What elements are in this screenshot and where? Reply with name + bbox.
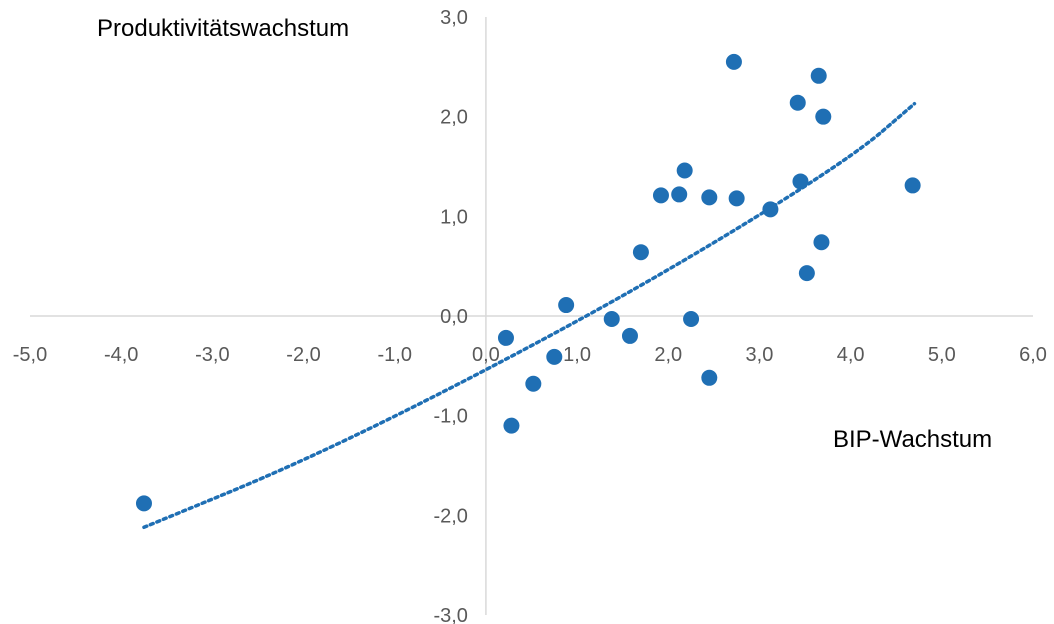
trendline-group bbox=[142, 101, 917, 530]
y-tick-labels: -3,0 -2,0 -1,0 0,0 1,0 2,0 3,0 bbox=[433, 7, 467, 624]
x-tick-label: 6,0 bbox=[1019, 344, 1047, 366]
x-tick-label: -3,0 bbox=[195, 344, 229, 366]
y-axis-title: Produktivitätswachstum bbox=[97, 15, 349, 42]
x-tick-label: 2,0 bbox=[654, 344, 682, 366]
data-point bbox=[503, 417, 520, 434]
data-point bbox=[525, 375, 542, 392]
x-tick-label: -5,0 bbox=[13, 344, 47, 366]
y-tick-label: 0,0 bbox=[440, 306, 468, 328]
x-tick-label: -4,0 bbox=[104, 344, 138, 366]
data-point bbox=[558, 297, 575, 314]
data-points bbox=[135, 53, 921, 512]
x-tick-label: 0,0 bbox=[472, 344, 500, 366]
data-point bbox=[497, 329, 514, 346]
data-point bbox=[810, 67, 827, 84]
y-tick-label: -2,0 bbox=[433, 505, 467, 527]
data-point bbox=[652, 187, 669, 204]
data-point bbox=[815, 108, 832, 125]
x-tick-label: 3,0 bbox=[746, 344, 774, 366]
data-point bbox=[789, 94, 806, 111]
x-tick-label: 4,0 bbox=[837, 344, 865, 366]
data-point bbox=[676, 162, 693, 179]
data-point bbox=[798, 265, 815, 282]
data-point bbox=[762, 201, 779, 218]
data-point bbox=[603, 310, 620, 327]
y-tick-label: -3,0 bbox=[433, 605, 467, 624]
x-tick-labels: -5,0 -4,0 -3,0 -2,0 -1,0 0,0 1,0 2,0 3,0 4,0 5,0 6,… bbox=[13, 344, 1047, 366]
x-tick-label: 5,0 bbox=[928, 344, 956, 366]
data-point bbox=[701, 369, 718, 386]
data-point bbox=[813, 234, 830, 251]
data-point bbox=[725, 53, 742, 70]
data-point bbox=[701, 189, 718, 206]
y-tick-label: -1,0 bbox=[433, 406, 467, 428]
data-point bbox=[632, 244, 649, 261]
data-point bbox=[683, 310, 700, 327]
data-point bbox=[546, 348, 563, 365]
x-tick-label: 1,0 bbox=[563, 344, 591, 366]
y-tick-label: 3,0 bbox=[440, 7, 468, 29]
x-axis-title: BIP-Wachstum bbox=[833, 426, 992, 453]
data-point bbox=[728, 190, 745, 207]
x-tick-label: -2,0 bbox=[286, 344, 320, 366]
y-tick-label: 2,0 bbox=[440, 107, 468, 129]
data-point bbox=[792, 173, 809, 190]
trendline bbox=[142, 101, 917, 530]
y-tick-label: 1,0 bbox=[440, 206, 468, 228]
data-point bbox=[135, 495, 152, 512]
data-point bbox=[904, 177, 921, 194]
data-point bbox=[621, 327, 638, 344]
x-tick-label: -1,0 bbox=[377, 344, 411, 366]
data-point bbox=[671, 186, 688, 203]
axes bbox=[30, 17, 1033, 615]
